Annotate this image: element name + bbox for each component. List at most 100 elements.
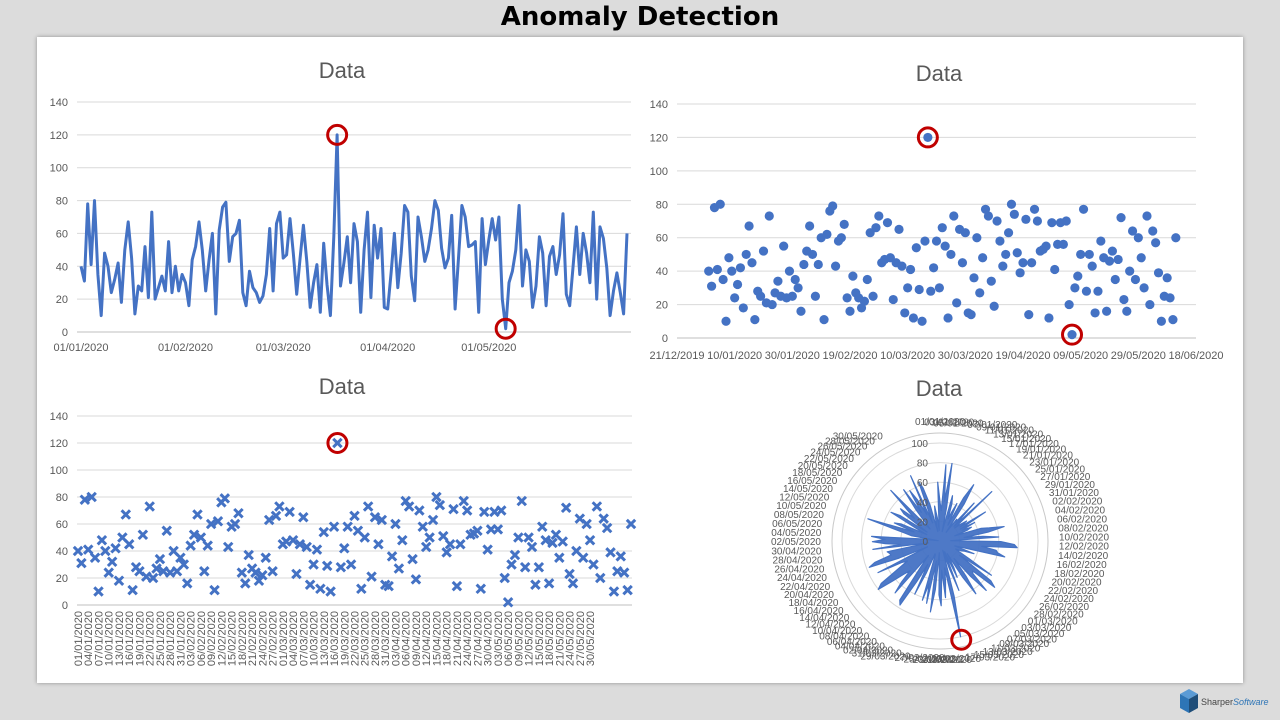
data-point: [1130, 274, 1141, 285]
data-point: [1110, 274, 1120, 285]
data-point: [1012, 248, 1022, 258]
data-point: [848, 271, 858, 281]
line-chart: Data 0 20 40 60 80 100 120 140 01/01/2020 01/02/2…: [50, 58, 631, 354]
data-point: [369, 511, 381, 523]
data-point: [819, 315, 829, 325]
category-label: 21/03/2020: [922, 655, 972, 666]
category-label: 08/04/2020: [819, 632, 869, 643]
category-label: 08/05/2020: [774, 510, 824, 521]
data-point: [1122, 306, 1132, 316]
data-point: [894, 224, 904, 234]
data-point: [779, 241, 789, 251]
data-point: [900, 308, 910, 318]
data-point: [1127, 226, 1138, 236]
data-point: [393, 563, 405, 574]
data-point: [738, 303, 748, 313]
data-point: [995, 236, 1005, 246]
category-label: 01/03/2020: [1028, 616, 1078, 627]
category-label: 18/04/2020: [788, 598, 838, 609]
data-point: [1081, 286, 1092, 296]
data-point: [943, 313, 953, 323]
x-tick-label: 27/02/2020: [268, 611, 280, 666]
data-point: [1021, 214, 1031, 224]
data-point: [315, 583, 326, 595]
category-label: 25/01/2020: [1035, 464, 1085, 475]
data-point: [543, 578, 555, 589]
category-label: 13/01/2020: [993, 430, 1043, 441]
r-tick-label: 60: [917, 478, 929, 489]
x-tick-label: 18/06/2020: [1168, 350, 1223, 362]
y-tick-label: 120: [650, 132, 668, 144]
data-point: [240, 578, 251, 589]
data-point: [451, 580, 463, 592]
data-point: [1104, 256, 1115, 266]
data-point: [383, 580, 394, 592]
data-point: [366, 571, 377, 582]
y-tick-label: 100: [650, 166, 668, 178]
data-point: [287, 534, 299, 546]
data-point: [178, 559, 190, 570]
x-tick-label: 19/01/2020: [134, 611, 146, 666]
data-point: [934, 283, 944, 293]
data-point: [946, 249, 956, 260]
category-label: 29/01/2020: [1045, 480, 1095, 491]
data-point: [805, 221, 815, 231]
data-point: [1070, 283, 1080, 293]
category-label: 10/02/2020: [1059, 533, 1109, 544]
x-tick-label: 31/01/2020: [175, 611, 187, 666]
y-tick-label: 40: [656, 266, 668, 278]
data-point: [978, 253, 988, 263]
data-point: [100, 545, 111, 557]
category-label: 27/01/2020: [1040, 472, 1090, 483]
category-label: 18/02/2020: [1054, 569, 1104, 580]
data-point: [1027, 258, 1037, 268]
data-point: [822, 229, 832, 239]
data-point: [1024, 310, 1034, 320]
data-point: [1067, 330, 1077, 340]
category-label: 19/03/2020: [931, 654, 981, 665]
data-point: [267, 565, 278, 577]
data-point: [199, 565, 210, 577]
category-label: 26/04/2020: [774, 564, 824, 575]
data-point: [431, 491, 442, 503]
data-point: [523, 532, 534, 543]
category-label: 04/04/2020: [835, 642, 885, 653]
data-point: [784, 266, 795, 276]
data-point: [1061, 216, 1071, 226]
data-point: [321, 560, 333, 572]
anomaly-marker: [950, 628, 973, 651]
category-label: 24/05/2020: [810, 448, 860, 459]
data-point: [458, 495, 469, 507]
y-tick-label: 100: [50, 465, 68, 477]
x-tick-label: 25/01/2020: [155, 611, 167, 666]
category-label: 08/02/2020: [1058, 523, 1108, 534]
y-tick-label: 20: [656, 300, 668, 312]
category-label: 23/03/2020: [913, 655, 963, 666]
y-tick-label: 0: [62, 327, 68, 339]
data-point: [222, 541, 234, 553]
r-tick-label: 80: [917, 459, 929, 470]
r-tick-label: 40: [917, 498, 929, 509]
data-point: [123, 538, 135, 550]
data-point: [202, 540, 213, 551]
category-label: 25/03/2020: [903, 654, 953, 665]
data-point: [113, 575, 125, 586]
x-tick-label: 21/02/2020: [247, 611, 259, 666]
data-point: [359, 532, 371, 543]
x-tick-label: 09/05/2020: [1053, 350, 1108, 362]
category-label: 19/01/2020: [1016, 445, 1066, 456]
data-point: [949, 211, 959, 221]
data-point: [185, 540, 196, 551]
data-point: [741, 249, 751, 260]
y-tick-label: 0: [62, 600, 68, 612]
data-point: [181, 578, 193, 589]
y-tick-label: 120: [50, 438, 68, 450]
y-tick-label: 20: [56, 573, 68, 585]
category-label: 14/02/2020: [1058, 551, 1108, 562]
x-tick-label: 03/02/2020: [186, 611, 198, 666]
data-point: [1148, 226, 1158, 236]
data-point: [424, 532, 435, 543]
x-tick-label: 25/03/2020: [360, 611, 372, 666]
category-label: 17/03/2020: [965, 652, 1015, 663]
data-point: [455, 538, 466, 550]
